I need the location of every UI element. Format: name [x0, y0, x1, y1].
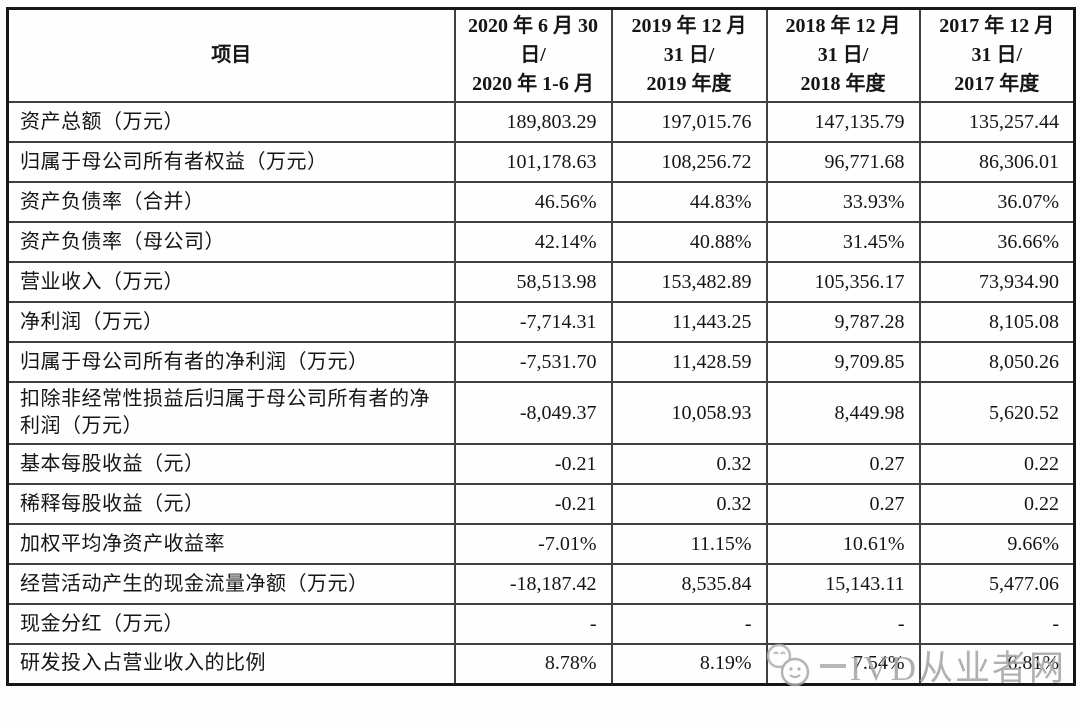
cell-value: 105,356.17	[765, 261, 921, 303]
column-header-2017: 2017 年 12 月 31 日/ 2017 年度	[918, 7, 1076, 103]
cell-value: 73,934.90	[918, 261, 1076, 303]
table-row: 资产总额（万元） 189,803.29 197,015.76 147,135.7…	[6, 101, 1076, 143]
row-label: 归属于母公司所有者权益（万元）	[6, 141, 456, 183]
cell-value: 58,513.98	[453, 261, 613, 303]
cell-value: 8.78%	[453, 643, 613, 685]
cell-value: 86,306.01	[918, 141, 1076, 183]
cell-value: -0.21	[453, 443, 613, 485]
row-label: 营业收入（万元）	[6, 261, 456, 303]
cell-value: -18,187.42	[453, 563, 613, 605]
cell-value: -0.21	[453, 483, 613, 525]
header-row: 项目 2020 年 6 月 30 日/ 2020 年 1-6 月 2019 年 …	[6, 7, 1076, 103]
cell-value: 10.61%	[765, 523, 921, 565]
column-header-2020: 2020 年 6 月 30 日/ 2020 年 1-6 月	[453, 7, 613, 103]
cell-value: -	[765, 603, 921, 645]
row-label: 扣除非经常性损益后归属于母公司所有者的净利润（万元）	[6, 381, 456, 445]
row-label: 加权平均净资产收益率	[6, 523, 456, 565]
column-header-2019: 2019 年 12 月 31 日/ 2019 年度	[610, 7, 768, 103]
cell-value: 5,477.06	[918, 563, 1076, 605]
cell-value: -	[453, 603, 613, 645]
table-row: 归属于母公司所有者权益（万元） 101,178.63 108,256.72 96…	[6, 141, 1076, 183]
row-label: 资产负债率（合并）	[6, 181, 456, 223]
cell-value: 44.83%	[610, 181, 768, 223]
row-label: 资产负债率（母公司）	[6, 221, 456, 263]
cell-value: 36.07%	[918, 181, 1076, 223]
row-label: 基本每股收益（元）	[6, 443, 456, 485]
cell-value: 0.27	[765, 483, 921, 525]
cell-value: 42.14%	[453, 221, 613, 263]
cell-value: 9,787.28	[765, 301, 921, 343]
table-row: 营业收入（万元） 58,513.98 153,482.89 105,356.17…	[6, 261, 1076, 303]
row-label: 资产总额（万元）	[6, 101, 456, 143]
table-row: 扣除非经常性损益后归属于母公司所有者的净利润（万元） -8,049.37 10,…	[6, 381, 1076, 445]
cell-value: 108,256.72	[610, 141, 768, 183]
cell-value: -	[918, 603, 1076, 645]
table-row: 资产负债率（合并） 46.56% 44.83% 33.93% 36.07%	[6, 181, 1076, 223]
cell-value: 7.54%	[765, 643, 921, 685]
table-row: 资产负债率（母公司） 42.14% 40.88% 31.45% 36.66%	[6, 221, 1076, 263]
column-header-2018: 2018 年 12 月 31 日/ 2018 年度	[765, 7, 921, 103]
financial-summary-table: 项目 2020 年 6 月 30 日/ 2020 年 1-6 月 2019 年 …	[6, 7, 1076, 686]
table-row: 归属于母公司所有者的净利润（万元） -7,531.70 11,428.59 9,…	[6, 341, 1076, 383]
cell-value: 8,105.08	[918, 301, 1076, 343]
cell-value: -7,714.31	[453, 301, 613, 343]
row-label: 研发投入占营业收入的比例	[6, 643, 456, 685]
cell-value: 33.93%	[765, 181, 921, 223]
cell-value: 31.45%	[765, 221, 921, 263]
cell-value: 189,803.29	[453, 101, 613, 143]
cell-value: -	[610, 603, 768, 645]
row-label: 净利润（万元）	[6, 301, 456, 343]
cell-value: 40.88%	[610, 221, 768, 263]
cell-value: 5,620.52	[918, 381, 1076, 445]
table-row: 研发投入占营业收入的比例 8.78% 8.19% 7.54% 6.81%	[6, 643, 1076, 685]
table-row: 基本每股收益（元） -0.21 0.32 0.27 0.22	[6, 443, 1076, 485]
cell-value: -8,049.37	[453, 381, 613, 445]
row-label: 稀释每股收益（元）	[6, 483, 456, 525]
cell-value: 8.19%	[610, 643, 768, 685]
cell-value: 0.27	[765, 443, 921, 485]
cell-value: 96,771.68	[765, 141, 921, 183]
cell-value: 9,709.85	[765, 341, 921, 383]
cell-value: 6.81%	[918, 643, 1076, 685]
cell-value: -7.01%	[453, 523, 613, 565]
cell-value: 0.22	[918, 443, 1076, 485]
table-row: 现金分红（万元） - - - -	[6, 603, 1076, 645]
cell-value: 11,428.59	[610, 341, 768, 383]
cell-value: 135,257.44	[918, 101, 1076, 143]
cell-value: 8,050.26	[918, 341, 1076, 383]
row-label: 归属于母公司所有者的净利润（万元）	[6, 341, 456, 383]
column-header-item: 项目	[6, 7, 456, 103]
table-row: 净利润（万元） -7,714.31 11,443.25 9,787.28 8,1…	[6, 301, 1076, 343]
row-label: 现金分红（万元）	[6, 603, 456, 645]
cell-value: 46.56%	[453, 181, 613, 223]
cell-value: 147,135.79	[765, 101, 921, 143]
cell-value: 197,015.76	[610, 101, 768, 143]
table-row: 稀释每股收益（元） -0.21 0.32 0.27 0.22	[6, 483, 1076, 525]
cell-value: 0.32	[610, 483, 768, 525]
cell-value: -7,531.70	[453, 341, 613, 383]
cell-value: 8,535.84	[610, 563, 768, 605]
cell-value: 11.15%	[610, 523, 768, 565]
cell-value: 153,482.89	[610, 261, 768, 303]
cell-value: 0.32	[610, 443, 768, 485]
cell-value: 9.66%	[918, 523, 1076, 565]
cell-value: 0.22	[918, 483, 1076, 525]
cell-value: 15,143.11	[765, 563, 921, 605]
row-label: 经营活动产生的现金流量净额（万元）	[6, 563, 456, 605]
cell-value: 8,449.98	[765, 381, 921, 445]
cell-value: 11,443.25	[610, 301, 768, 343]
table-row: 加权平均净资产收益率 -7.01% 11.15% 10.61% 9.66%	[6, 523, 1076, 565]
cell-value: 101,178.63	[453, 141, 613, 183]
cell-value: 10,058.93	[610, 381, 768, 445]
table-row: 经营活动产生的现金流量净额（万元） -18,187.42 8,535.84 15…	[6, 563, 1076, 605]
cell-value: 36.66%	[918, 221, 1076, 263]
